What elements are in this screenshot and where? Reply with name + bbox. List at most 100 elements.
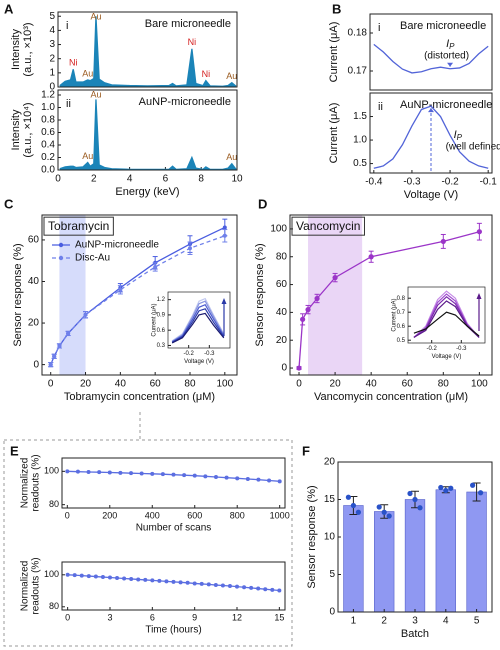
plot-frame [57,89,238,171]
replicate-point [443,487,449,494]
y-tick-label: 0.6 [397,324,406,330]
y-tick-label: 0.5 [353,158,367,169]
x-tick-label: 100 [216,379,233,390]
spectrum-line [59,16,237,87]
peak-label: Au [226,152,237,162]
y-tick-label: 100 [44,466,59,476]
replicate-point [417,505,423,511]
y-axis-label: readouts (%) [31,454,42,511]
data-point [178,580,183,585]
x-tick-label: 400 [145,510,160,520]
plot-frame [167,291,231,349]
data-point [245,477,250,481]
y-axis-label: Intensity [10,109,22,150]
x-axis-label: Tobramycin concentration (μM) [64,391,215,403]
x-axis-label: Voltage (V) [432,354,462,360]
panel-letter: C [4,196,14,211]
x-tick-label: 4 [127,174,133,185]
y-tick-label: 1.5 [353,111,367,122]
data-point [65,469,70,474]
replicate-point [407,490,413,497]
peak-note: IP [446,38,455,51]
y-tick-label: 20 [276,335,288,346]
data-point [476,229,482,235]
series-line [171,312,225,344]
x-axis-label: Energy (keV) [115,186,179,198]
data-point [224,475,229,480]
y-tick-label: 0.3 [157,343,166,349]
y-tick-label: 0.17 [348,66,368,77]
panel-e-box [3,439,293,647]
x-tick-label: 60 [150,379,162,390]
data-point [107,470,112,475]
data-point [86,470,91,474]
data-point [300,316,306,322]
legend-marker [58,255,64,261]
peak-label: Au [90,89,101,99]
peak-note: IP [454,129,463,142]
y-tick-label: 100 [270,224,287,235]
legend-marker [58,242,64,248]
data-point [263,587,268,592]
y-tick-label: 0 [33,359,39,370]
x-tick-label: 6 [163,174,169,185]
x-tick-label: 4 [443,616,449,627]
data-point [171,579,176,584]
data-point [65,572,70,577]
data-point [256,586,261,591]
y-axis-label: Normalized [20,561,31,612]
data-point [57,343,62,348]
replicate-point [412,496,418,503]
y-tick-label: 1.0 [353,135,367,146]
data-point [52,354,57,359]
plot-frame [61,561,286,611]
x-tick-label: 3 [412,616,418,627]
plot-frame [289,214,493,376]
x-tick-label: 2 [91,174,97,185]
x-tick-label: 20 [80,379,92,390]
panel-letter: B [332,1,341,16]
y-tick-label: 40 [276,307,288,318]
peak-note-text: (distorted) [424,51,469,62]
x-tick-label: -0.3 [204,351,215,357]
data-point [72,573,77,578]
data-point [107,575,112,580]
data-point [187,246,192,251]
x-tick-label: -0.4 [365,177,383,188]
bar [404,499,426,613]
data-point [136,577,141,582]
y-tick-label: 0.7 [397,310,406,316]
data-point [242,585,247,590]
x-tick-label: -0.2 [441,177,459,188]
data-point [118,470,123,475]
data-point [79,573,84,578]
data-point [440,238,446,245]
y-tick-label: 0.0 [41,165,55,176]
panel-title: Tobramycin [48,219,109,233]
area-fill [59,16,237,87]
highlight-span [59,215,86,375]
y-tick-label: 0.2 [41,152,55,163]
panel-letter: E [10,443,19,458]
x-tick-label: 0 [65,612,70,622]
spectrum-line [59,99,237,171]
x-tick-label: 0 [48,379,54,390]
peak-label: Au [82,68,93,78]
x-tick-label: 200 [102,510,117,520]
legend-label: AuNP-microneedle [75,240,159,251]
x-tick-label: 10 [231,174,243,185]
y-tick-label: 1.0 [41,102,55,113]
y-tick-label: 0.5 [397,338,406,344]
y-tick-label: 80 [49,601,59,611]
replicate-point [350,502,356,509]
y-tick-label: 0.4 [41,140,55,151]
panel-title: Bare microneedle [400,20,486,32]
data-point [220,583,225,588]
data-point [213,583,218,588]
x-tick-label: 0 [296,379,302,390]
data-point [66,331,71,336]
data-point [150,471,155,476]
x-axis-label: Vancomycin concentration (μM) [314,391,468,403]
data-point [199,581,204,586]
data-point [270,587,275,592]
